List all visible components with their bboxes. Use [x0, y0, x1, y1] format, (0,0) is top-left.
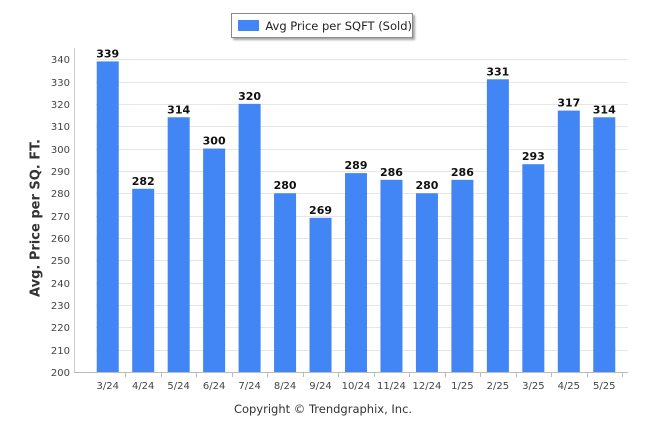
- y-tick-label: 230: [51, 301, 70, 312]
- y-tick-label: 200: [51, 368, 70, 379]
- bar-value-label: 286: [451, 166, 474, 179]
- y-tick-label: 300: [51, 145, 70, 156]
- y-tick-label: 250: [51, 256, 70, 267]
- x-tick-label: 7/24: [238, 381, 260, 392]
- x-tick-label: 4/24: [132, 381, 154, 392]
- bar-11/24[interactable]: [380, 179, 403, 372]
- x-tick-label: 2/25: [487, 381, 509, 392]
- bar-value-label: 293: [522, 150, 545, 163]
- axes: [74, 48, 628, 373]
- bar-3/25[interactable]: [522, 164, 545, 372]
- y-tick-label: 240: [51, 279, 70, 290]
- bar-1/25[interactable]: [451, 179, 474, 372]
- bar-4/25[interactable]: [557, 110, 580, 372]
- bar-2/25[interactable]: [486, 79, 509, 372]
- x-tick-label: 4/25: [558, 381, 580, 392]
- x-tick-label: 9/24: [309, 381, 331, 392]
- y-tick-label: 340: [51, 55, 70, 66]
- legend-swatch: [238, 20, 260, 31]
- x-tick-label: 1/25: [451, 381, 473, 392]
- bar-7/24[interactable]: [238, 103, 261, 373]
- bar-value-label: 269: [309, 204, 332, 217]
- bar-value-label: 331: [486, 65, 509, 78]
- bar-value-label: 282: [132, 175, 155, 188]
- bar-value-label: 314: [167, 103, 190, 116]
- y-tick-label: 270: [51, 212, 70, 223]
- y-tick-labels: 200 210 220 230 240 250 260 270 280 290 300 310 320 3…: [51, 55, 70, 379]
- bar-value-label: 320: [238, 90, 261, 103]
- y-tick-label: 210: [51, 346, 70, 357]
- bar-10/24[interactable]: [345, 173, 367, 372]
- bar-value-label: 314: [593, 103, 616, 116]
- y-tick-label: 260: [51, 234, 70, 245]
- y-tick-label: 280: [51, 189, 70, 200]
- bar-series: 339 282 314 300 320 280 269 289 286 280 286 331 293 3…: [96, 47, 616, 373]
- legend[interactable]: Avg Price per SQFT (Sold): [231, 13, 413, 38]
- y-tick-label: 290: [51, 167, 70, 178]
- bar-5/24[interactable]: [167, 117, 190, 372]
- x-tick-labels: 3/24 4/24 5/24 6/24 7/24 8/24 9/24 10/24 11/24 12…: [96, 372, 623, 392]
- bar-value-label: 286: [380, 166, 403, 179]
- bar-5/25[interactable]: [593, 117, 616, 372]
- bar-value-label: 280: [415, 179, 438, 192]
- bar-value-label: 289: [345, 159, 368, 172]
- bar-value-label: 339: [96, 47, 119, 60]
- x-tick-label: 8/24: [274, 381, 296, 392]
- y-axis-title: Avg. Price per SQ. FT.: [28, 139, 44, 297]
- legend-label: Avg Price per SQFT (Sold): [265, 18, 412, 33]
- x-tick-label: 6/24: [203, 381, 225, 392]
- bar-9/24[interactable]: [309, 217, 332, 372]
- x-tick-label: 10/24: [342, 381, 371, 392]
- x-tick-label: 12/24: [413, 381, 442, 392]
- bar-12/24[interactable]: [415, 193, 438, 372]
- bar-6/24[interactable]: [203, 148, 226, 372]
- x-tick-label: 5/24: [167, 381, 189, 392]
- bar-value-label: 280: [274, 179, 297, 192]
- x-tick-label: 3/25: [522, 381, 544, 392]
- y-tick-label: 310: [51, 122, 70, 133]
- x-tick-label: 11/24: [377, 381, 406, 392]
- copyright-text: Copyright © Trendgraphix, Inc.: [233, 402, 413, 416]
- x-tick-label: 5/25: [593, 381, 615, 392]
- x-tick-label: 3/24: [96, 381, 118, 392]
- bar-8/24[interactable]: [274, 193, 297, 372]
- y-tick-label: 320: [51, 100, 70, 111]
- y-tick-label: 220: [51, 323, 70, 334]
- bar-value-label: 300: [203, 135, 226, 148]
- bar-4/24[interactable]: [132, 188, 155, 372]
- bar-value-label: 317: [557, 97, 580, 110]
- y-tick-label: 330: [51, 78, 70, 89]
- bar-3/24[interactable]: [96, 61, 119, 373]
